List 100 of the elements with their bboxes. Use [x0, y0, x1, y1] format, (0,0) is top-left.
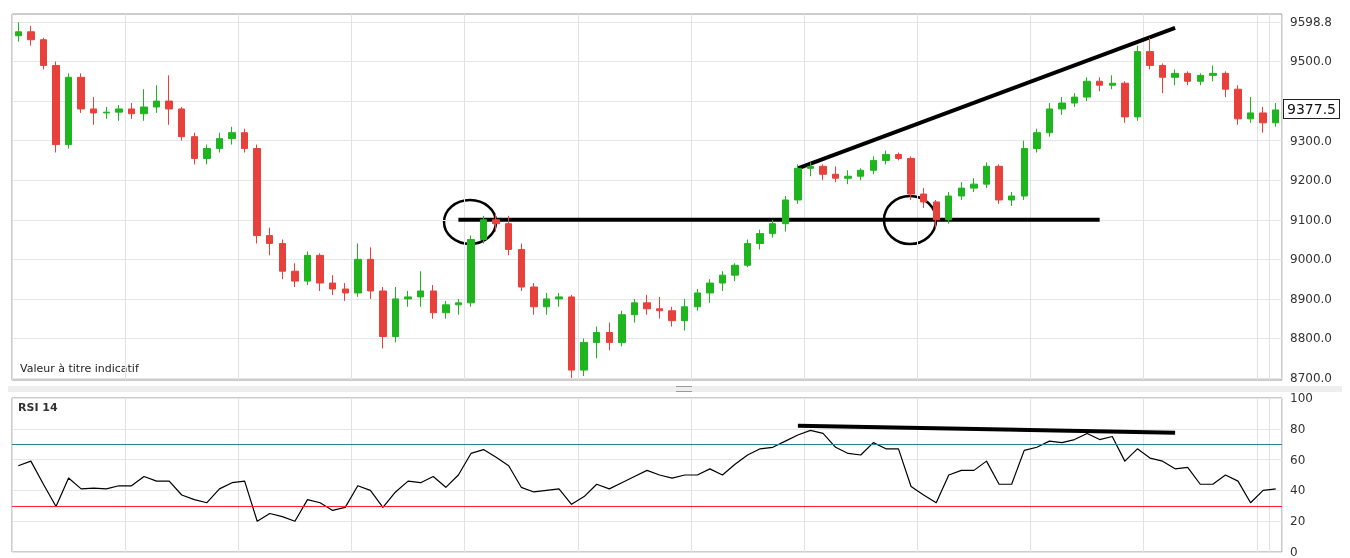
y-tick-label: 0 [1290, 545, 1298, 558]
y-tick-label: 9300.0 [1290, 133, 1332, 148]
candlestick [643, 294, 651, 316]
candlestick [1021, 140, 1028, 201]
annotation: Valeur à titre indicatif [20, 362, 140, 375]
candlestick [291, 262, 299, 288]
candlestick [216, 132, 223, 153]
candlestick [430, 284, 437, 320]
candlestick [744, 239, 751, 268]
candlestick [870, 155, 877, 175]
candlestick [15, 21, 22, 43]
candlestick [228, 126, 236, 146]
y-tick-label: 9598.8 [1290, 15, 1332, 30]
candlestick [279, 239, 286, 280]
candlestick [807, 161, 814, 177]
candlestick [505, 215, 512, 256]
candlestick [103, 106, 110, 120]
candlestick [178, 106, 185, 142]
candlestick [555, 292, 563, 308]
candlestick [1159, 62, 1166, 94]
candlestick [354, 242, 362, 298]
candlestick [1083, 76, 1091, 102]
candlestick [266, 227, 273, 256]
candlestick [455, 298, 462, 316]
candlestick [1121, 80, 1129, 124]
candlestick [920, 187, 927, 209]
y-tick-label: 8700.0 [1290, 371, 1332, 386]
candlestick [907, 155, 915, 201]
candlestick [417, 270, 424, 308]
candlestick [530, 282, 538, 316]
candlestick [593, 326, 600, 359]
candlestick [1272, 102, 1279, 128]
candlestick [1259, 106, 1267, 134]
candlestick [844, 169, 852, 185]
candlestick [832, 165, 839, 183]
candlestick [128, 102, 135, 120]
candlestick [1058, 96, 1066, 116]
candlestick [367, 246, 374, 300]
candlestick [165, 74, 173, 126]
candlestick [40, 37, 47, 70]
y-tick-label: 60 [1290, 452, 1306, 467]
y-tick-label: 9200.0 [1290, 173, 1332, 188]
candlestick [1234, 84, 1242, 126]
candlestick [756, 229, 764, 250]
candlestick [492, 213, 500, 233]
candlestick [379, 286, 387, 349]
candlestick [656, 296, 663, 320]
candlestick [191, 132, 198, 165]
candlestick [580, 337, 588, 377]
candlestick [1008, 191, 1015, 207]
candlestick [631, 298, 638, 324]
candlestick [253, 144, 261, 244]
candlestick [1247, 96, 1254, 124]
candlestick [241, 128, 248, 153]
candlestick [618, 310, 626, 347]
candlestick [404, 290, 412, 308]
candlestick [480, 215, 487, 244]
candlestick [342, 282, 349, 302]
candlestick [668, 306, 676, 328]
text: 9377.5 [1287, 100, 1336, 117]
candlestick [90, 96, 97, 126]
y-tick-label: 8900.0 [1290, 291, 1332, 306]
candlestick [782, 195, 789, 233]
candlestick [794, 163, 802, 205]
candlestick [1146, 37, 1154, 70]
candlestick [857, 167, 864, 181]
candlestick [958, 181, 965, 201]
candlestick [115, 104, 123, 122]
candlestick [1209, 64, 1217, 82]
candlestick [304, 250, 311, 286]
candlestick [945, 191, 952, 225]
candlestick [1033, 128, 1041, 153]
candlestick [518, 242, 525, 292]
candlestick [983, 161, 990, 189]
candlestick [65, 72, 72, 150]
candlestick [153, 84, 160, 114]
candlestick [1071, 92, 1078, 108]
candlestick [1109, 74, 1116, 90]
candlestick [933, 199, 940, 229]
candlestick [882, 150, 890, 165]
candlestick [1096, 76, 1103, 92]
candlestick [731, 262, 739, 282]
candlestick [995, 163, 1003, 205]
candlestick [719, 270, 726, 292]
candlestick [694, 288, 701, 312]
candlestick [329, 274, 336, 296]
candlestick [77, 72, 85, 114]
y-tick-label: 9000.0 [1290, 252, 1332, 267]
y-tick-label: 9100.0 [1290, 212, 1332, 227]
candlestick [606, 322, 613, 351]
candlestick [392, 286, 399, 343]
candlestick [52, 60, 60, 153]
candlestick [1222, 70, 1229, 98]
candlestick [1134, 45, 1141, 122]
y-tick-label: 100 [1290, 391, 1313, 405]
candlestick [706, 278, 714, 304]
y-tick-label: 40 [1290, 483, 1306, 498]
candlestick [1197, 72, 1204, 86]
y-tick-label: 8800.0 [1290, 331, 1332, 346]
candlestick [970, 177, 978, 193]
